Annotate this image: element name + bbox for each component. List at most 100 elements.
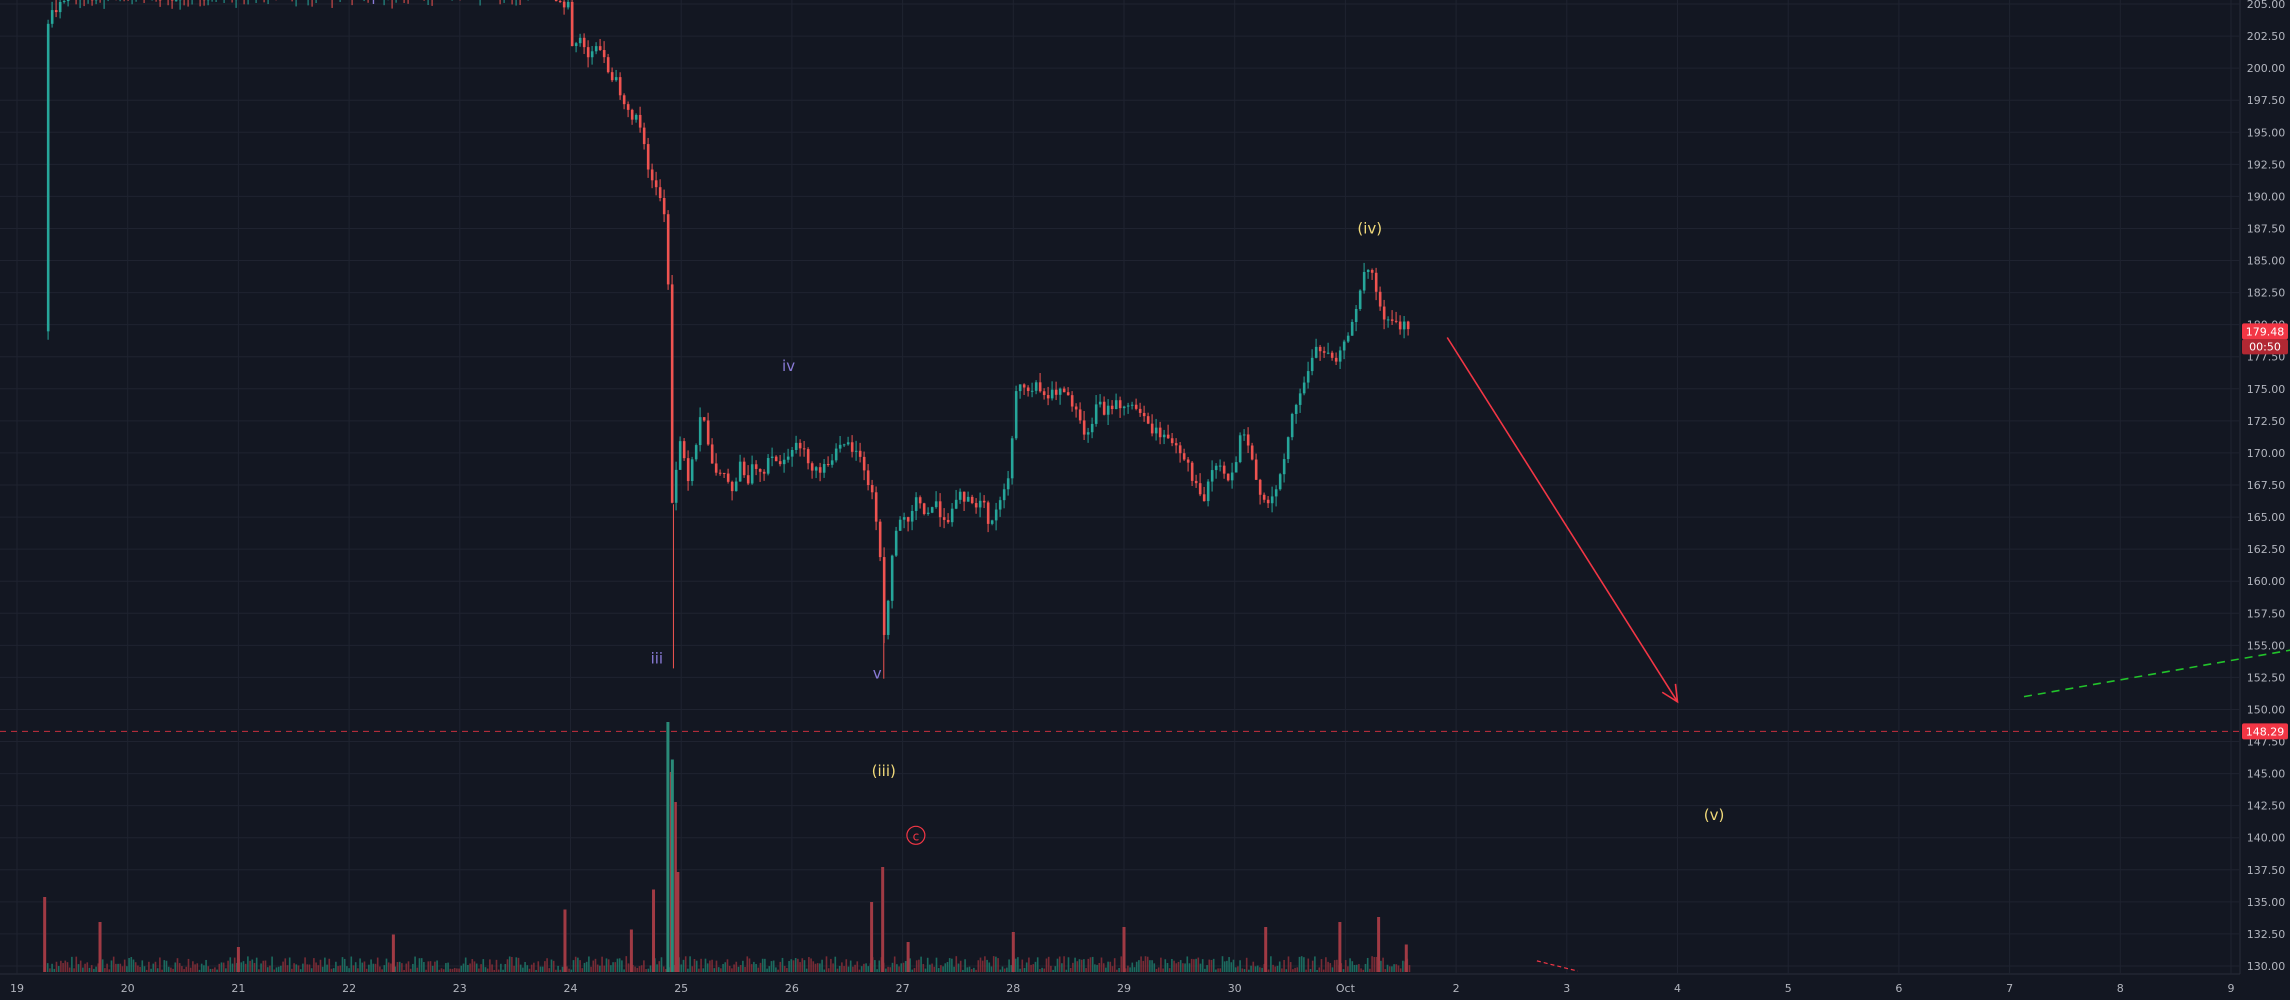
volume-bar xyxy=(801,958,804,972)
volume-bar xyxy=(1393,964,1395,972)
volume-bar xyxy=(55,961,58,972)
volume-bar xyxy=(332,968,335,972)
volume-bar xyxy=(1402,960,1404,972)
candle-body xyxy=(806,449,810,464)
candle-body xyxy=(1394,320,1398,322)
volume-bar xyxy=(552,960,555,972)
volume-bar xyxy=(605,958,608,972)
volume-bar xyxy=(1261,967,1263,972)
volume-bar xyxy=(544,961,546,972)
volume-bar xyxy=(1347,966,1349,972)
volume-bar xyxy=(724,962,727,972)
volume-bar xyxy=(911,969,914,972)
x-tick-label: 6 xyxy=(1895,982,1902,995)
candle-body xyxy=(898,519,902,531)
dashed-fragment xyxy=(1536,960,1579,972)
volume-bar xyxy=(759,962,762,972)
y-axis-panel[interactable] xyxy=(2240,0,2290,1000)
candle-body xyxy=(1042,391,1046,396)
volume-bar xyxy=(687,968,689,972)
x-tick-label: 24 xyxy=(564,982,578,995)
volume-bar xyxy=(1061,963,1063,972)
candle-body xyxy=(1286,437,1290,460)
volume-bar xyxy=(596,964,599,972)
volume-bar xyxy=(561,966,564,972)
x-tick-label: 20 xyxy=(121,982,135,995)
volume-bar xyxy=(233,957,236,972)
x-tick-label: 30 xyxy=(1228,982,1242,995)
candle-body xyxy=(982,500,986,503)
volume-bar xyxy=(189,967,192,972)
volume-bar xyxy=(1237,966,1239,972)
x-tick-label: 27 xyxy=(896,982,910,995)
volume-bar xyxy=(119,963,122,972)
volume-bar xyxy=(946,961,949,972)
volume-bar xyxy=(348,968,350,972)
volume-bar xyxy=(731,968,733,972)
volume-bar xyxy=(308,964,311,972)
candle-body xyxy=(838,444,842,449)
volume-bar xyxy=(713,968,716,972)
volume-bar xyxy=(1034,961,1037,972)
volume-bar xyxy=(929,964,931,972)
candle-body xyxy=(570,1,574,47)
volume-bar xyxy=(390,963,392,972)
volume-bar xyxy=(1179,960,1182,972)
volume-bar xyxy=(491,964,493,972)
y-tick-label: 145.00 xyxy=(2247,768,2286,781)
volume-bar xyxy=(728,965,731,972)
candle-body xyxy=(1174,443,1178,446)
volume-bar xyxy=(401,963,403,972)
volume-bar xyxy=(130,957,133,972)
price-tag-bg xyxy=(2242,723,2288,740)
candle-body xyxy=(562,1,566,8)
volume-bar xyxy=(858,969,861,972)
volume-bar xyxy=(387,962,390,972)
volume-bar xyxy=(126,966,128,972)
volume-bar xyxy=(924,968,927,972)
candle-body xyxy=(682,441,686,459)
volume-bar xyxy=(1283,959,1285,972)
volume-bar xyxy=(1241,968,1244,972)
x-tick-label: 4 xyxy=(1674,982,1681,995)
volume-bar xyxy=(167,966,170,972)
y-tick-label: 185.00 xyxy=(2247,255,2286,268)
volume-bar xyxy=(788,961,790,972)
volume-bar xyxy=(49,968,51,972)
chart-drawings xyxy=(0,337,2290,972)
candle-body xyxy=(714,463,718,473)
volume-bar xyxy=(442,969,445,972)
volume-bar xyxy=(726,959,729,972)
volume-bar xyxy=(1369,968,1371,972)
volume-bar xyxy=(337,966,339,972)
volume-bar xyxy=(658,961,661,972)
volume-bar xyxy=(288,957,291,972)
candle-body xyxy=(1278,474,1282,490)
candle-body xyxy=(686,458,690,482)
x-tick-label: 29 xyxy=(1117,982,1131,995)
volume-bar xyxy=(973,967,975,972)
candle-body xyxy=(910,510,914,522)
candle-body xyxy=(574,43,578,47)
candle-body xyxy=(1058,388,1062,395)
projection-arrow-shaft xyxy=(1446,337,1679,703)
volume-bar xyxy=(643,960,645,972)
wave-label: iv xyxy=(782,357,795,375)
volume-spike xyxy=(391,934,395,972)
candle-body xyxy=(1306,371,1310,383)
volume-bar xyxy=(1391,966,1393,972)
y-tick-label: 140.00 xyxy=(2247,832,2286,845)
volume-bar xyxy=(775,967,777,972)
volume-bar xyxy=(704,958,707,972)
candle-body xyxy=(1062,388,1066,393)
volume-bar xyxy=(665,969,667,972)
candle-body xyxy=(818,467,822,473)
volume-bar xyxy=(1342,969,1345,972)
volume-bar xyxy=(572,960,575,972)
candle-body xyxy=(642,127,646,145)
price-tag-bg xyxy=(2242,323,2288,340)
volume-bar xyxy=(1083,959,1085,972)
volume-bar xyxy=(1226,960,1228,972)
